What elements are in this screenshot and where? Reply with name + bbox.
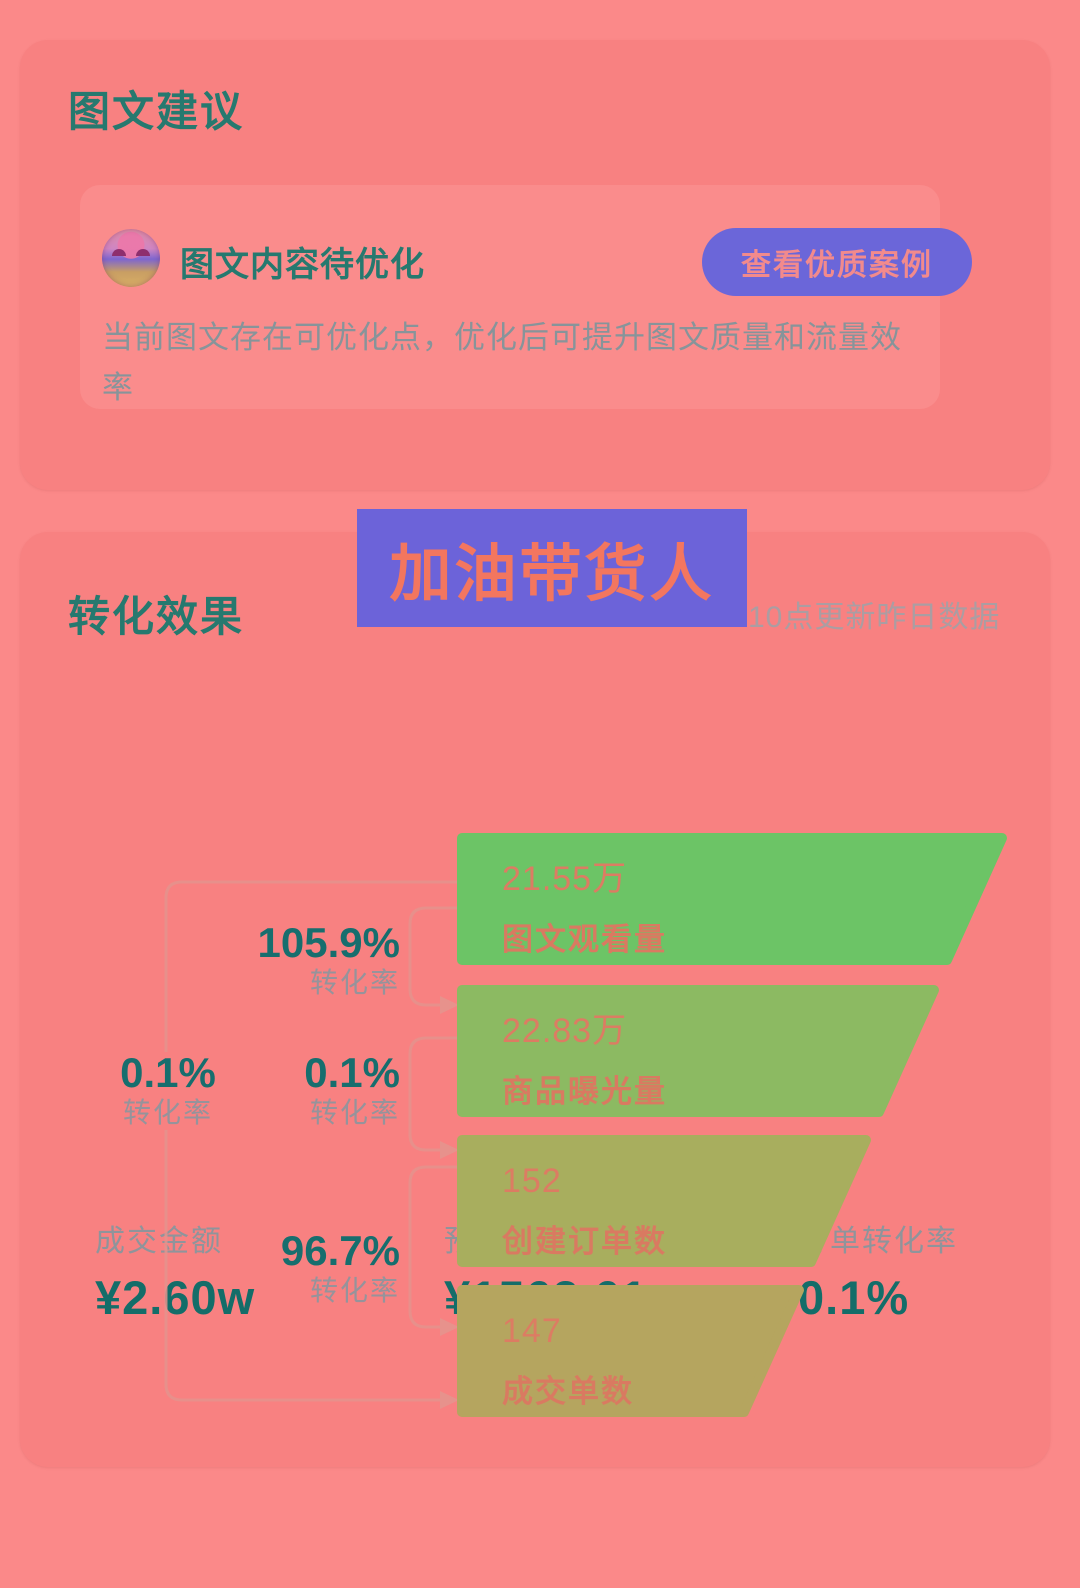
conversion-card-title: 转化效果 xyxy=(68,593,245,640)
metric-gmv: 成交金额 ¥2.60w xyxy=(95,1216,395,1325)
stage-orders-completed-value: 147 xyxy=(502,1312,562,1350)
stage-orders-created-label: 创建订单数 xyxy=(501,1224,667,1259)
connector-stage3-stage4 xyxy=(408,1165,462,1329)
conversion-funnel-chart: 21.55万 图文观看量 22.83万 商品曝光量 152 创建订单数 147 … xyxy=(118,833,1007,1417)
funnel-stage-orders-created xyxy=(457,1135,871,1267)
suggestion-card-title: 图文建议 xyxy=(68,88,245,135)
stage-views-value: 21.55万 xyxy=(502,860,627,898)
rate-orders-completed-label: 转化率 xyxy=(310,1275,400,1306)
suggestion-alert-box: 图文内容待优化 查看优质案例 当前图文存在可优化点，优化后可提升图文质量和流量效… xyxy=(80,185,972,409)
arrow-stage2-icon xyxy=(440,996,459,1014)
metric-order-rate-value: 0.1% xyxy=(798,1271,910,1324)
update-time-note: 10点更新昨日数据 xyxy=(748,601,1001,634)
metric-gmv-label: 成交金额 xyxy=(95,1225,223,1258)
overall-rate-backplate xyxy=(118,1052,218,1130)
view-quality-cases-button[interactable]: 查看优质案例 xyxy=(702,228,972,296)
arrow-stage4-icon xyxy=(440,1318,459,1336)
stage-exposure-value: 22.83万 xyxy=(502,1012,627,1050)
funnel-stage-views xyxy=(457,833,1007,965)
watermark-text: 加油带货人 xyxy=(389,540,715,609)
rate-overall-label: 转化率 xyxy=(123,1097,213,1128)
rate-orders-completed: 96.7% xyxy=(281,1227,400,1274)
crying-face-emoji-icon xyxy=(102,229,160,287)
suggestion-alert-description: 当前图文存在可优化点，优化后可提升图文质量和流量效率 xyxy=(102,320,902,406)
metric-gmv-value: ¥2.60w xyxy=(95,1271,256,1324)
watermark-overlay: 加油带货人 xyxy=(357,509,747,627)
rate-overall: 0.1% xyxy=(120,1049,216,1096)
stage-orders-created-value: 152 xyxy=(502,1162,562,1200)
suggestion-card: 图文建议 图文内容待优化 查看优质案例 当前图文存在可优化点，优化后可提升图文质… xyxy=(20,40,1050,490)
rate-views-exposure: 105.9% xyxy=(258,919,400,966)
rate-exposure-orders: 0.1% xyxy=(304,1049,400,1096)
arrow-stage3-icon xyxy=(440,1141,459,1159)
stage-orders-completed-label: 成交单数 xyxy=(502,1374,634,1409)
rate-exposure-orders-label: 转化率 xyxy=(310,1097,400,1128)
connector-stage2-stage3 xyxy=(408,1036,462,1152)
suggestion-alert-heading: 图文内容待优化 xyxy=(180,246,425,284)
funnel-stage-orders-completed xyxy=(457,1285,804,1417)
connector-overall xyxy=(164,880,462,1402)
rate-views-exposure-label: 转化率 xyxy=(310,967,400,998)
stage-exposure-label: 商品曝光量 xyxy=(502,1074,667,1109)
arrow-overall-icon xyxy=(440,1391,459,1409)
funnel-stage-exposure xyxy=(457,985,939,1117)
connector-stage1-stage2 xyxy=(408,906,462,1007)
stage-views-label: 图文观看量 xyxy=(502,922,667,957)
